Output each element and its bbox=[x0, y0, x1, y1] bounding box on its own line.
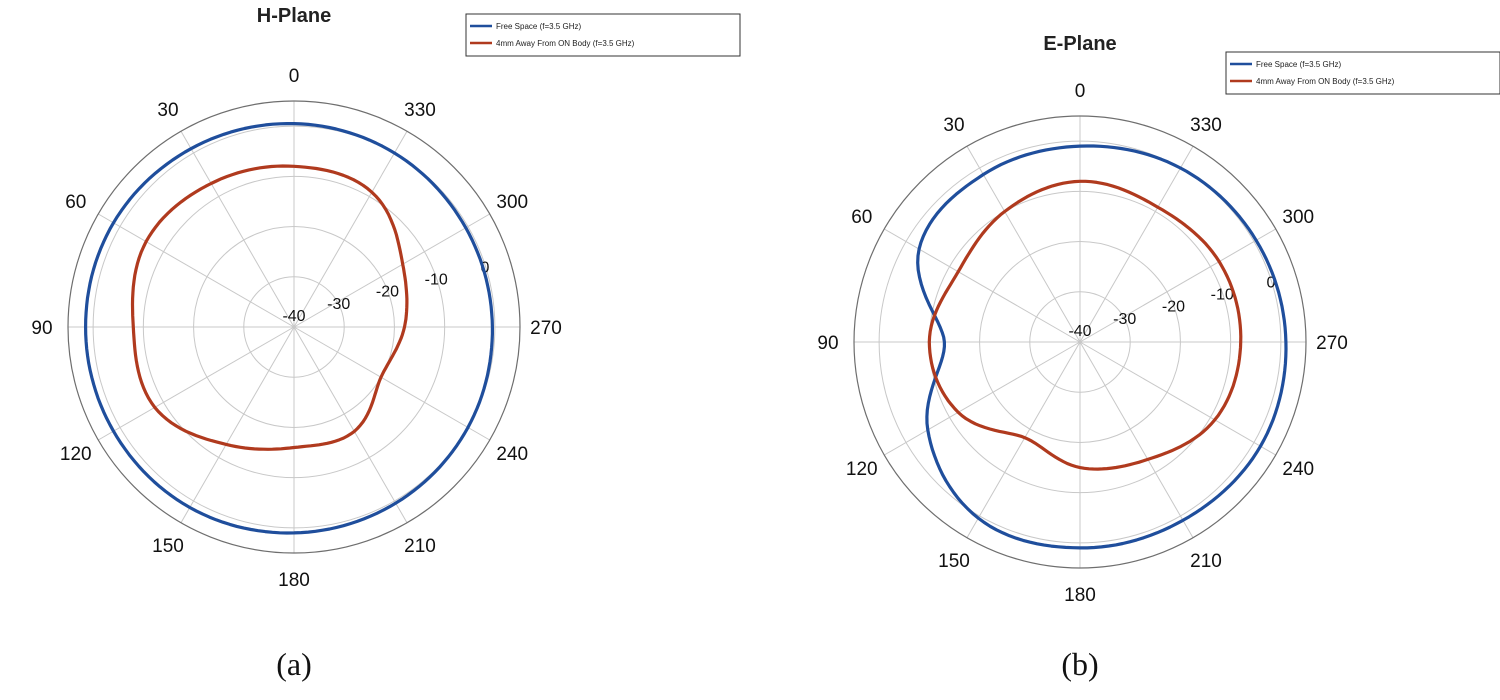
angle-tick-label: 60 bbox=[851, 207, 872, 228]
legend-entry: Free Space (f=3.5 GHz) bbox=[496, 22, 581, 31]
radial-tick-label: -10 bbox=[1211, 287, 1234, 304]
radial-tick-label: -30 bbox=[327, 296, 350, 313]
radial-tick-label: -30 bbox=[1113, 311, 1136, 328]
outer-ring bbox=[67, 100, 521, 554]
series-line-free-space bbox=[916, 144, 1288, 550]
series-line-on-body bbox=[927, 179, 1243, 471]
angle-tick-label: 0 bbox=[1075, 81, 1086, 102]
grid-spoke bbox=[1079, 228, 1276, 343]
grid-spoke bbox=[98, 326, 295, 441]
angle-tick-label: 210 bbox=[404, 536, 436, 557]
series-line-on-body bbox=[130, 164, 409, 451]
radial-tick-label: -40 bbox=[282, 308, 305, 325]
grid-spoke bbox=[1079, 341, 1194, 538]
angle-tick-label: 300 bbox=[496, 192, 528, 213]
angle-tick-label: 150 bbox=[152, 536, 184, 557]
grid-spoke bbox=[293, 213, 490, 328]
grid-spoke bbox=[98, 213, 295, 328]
grid-spoke bbox=[884, 228, 1081, 343]
angle-tick-label: 180 bbox=[1064, 585, 1096, 606]
grid-spoke bbox=[293, 131, 408, 328]
grid-spoke bbox=[966, 146, 1081, 343]
radial-tick-label: -20 bbox=[376, 284, 399, 301]
angle-tick-label: 90 bbox=[31, 318, 52, 339]
angle-tick-label: 30 bbox=[943, 115, 964, 136]
angle-tick-label: 150 bbox=[938, 551, 970, 572]
legend-entry: 4mm Away From ON Body (f=3.5 GHz) bbox=[1256, 77, 1395, 86]
grid-spoke bbox=[180, 326, 295, 523]
radial-tick-label: 0 bbox=[480, 259, 489, 276]
legend-box bbox=[1225, 51, 1500, 95]
legend-entry: Free Space (f=3.5 GHz) bbox=[1256, 60, 1341, 69]
angle-tick-label: 60 bbox=[65, 192, 86, 213]
grid-spoke bbox=[1079, 146, 1194, 343]
radial-tick-label: -10 bbox=[425, 272, 448, 289]
angle-tick-label: 30 bbox=[157, 100, 178, 121]
chart-title: H-Plane bbox=[257, 5, 331, 27]
grid-spoke bbox=[293, 326, 408, 523]
angle-tick-label: 120 bbox=[846, 459, 878, 480]
figure-caption: (a) bbox=[276, 646, 312, 682]
chart-title: E-Plane bbox=[1043, 33, 1116, 55]
angle-tick-label: 300 bbox=[1282, 207, 1314, 228]
series-line-free-space bbox=[84, 122, 494, 535]
angle-tick-label: 330 bbox=[1190, 115, 1222, 136]
grid-spoke bbox=[966, 341, 1081, 538]
angle-tick-label: 270 bbox=[1316, 333, 1348, 354]
angle-tick-label: 90 bbox=[817, 333, 838, 354]
legend-entry: 4mm Away From ON Body (f=3.5 GHz) bbox=[496, 39, 635, 48]
angle-tick-label: 270 bbox=[530, 318, 562, 339]
angle-tick-label: 120 bbox=[60, 444, 92, 465]
radial-tick-label: -40 bbox=[1068, 323, 1091, 340]
angle-tick-label: 330 bbox=[404, 100, 436, 121]
grid-spoke bbox=[180, 131, 295, 328]
angle-tick-label: 240 bbox=[1282, 459, 1314, 480]
polar-chart-h-plane: 0 30 60 90 120 150 180 210 240 270 300 330 -40 -30 -20… bbox=[31, 5, 741, 682]
grid-spoke bbox=[293, 326, 490, 441]
grid-spoke bbox=[1079, 341, 1276, 456]
angle-tick-label: 180 bbox=[278, 570, 310, 591]
legend: Free Space (f=3.5 GHz) 4mm Away From ON B… bbox=[1225, 51, 1500, 95]
legend: Free Space (f=3.5 GHz) 4mm Away From ON B… bbox=[465, 13, 741, 57]
grid-spoke bbox=[884, 341, 1081, 456]
polar-chart-e-plane: 0 30 60 90 120 150 180 210 240 270 300 330 -40 -30 -20… bbox=[817, 33, 1500, 682]
outer-ring bbox=[853, 115, 1307, 569]
radial-tick-label: 0 bbox=[1266, 274, 1275, 291]
figure-caption: (b) bbox=[1061, 646, 1098, 682]
angle-tick-label: 0 bbox=[289, 66, 300, 87]
legend-box bbox=[465, 13, 741, 57]
radial-tick-label: -20 bbox=[1162, 299, 1185, 316]
angle-tick-label: 240 bbox=[496, 444, 528, 465]
angle-tick-label: 210 bbox=[1190, 551, 1222, 572]
